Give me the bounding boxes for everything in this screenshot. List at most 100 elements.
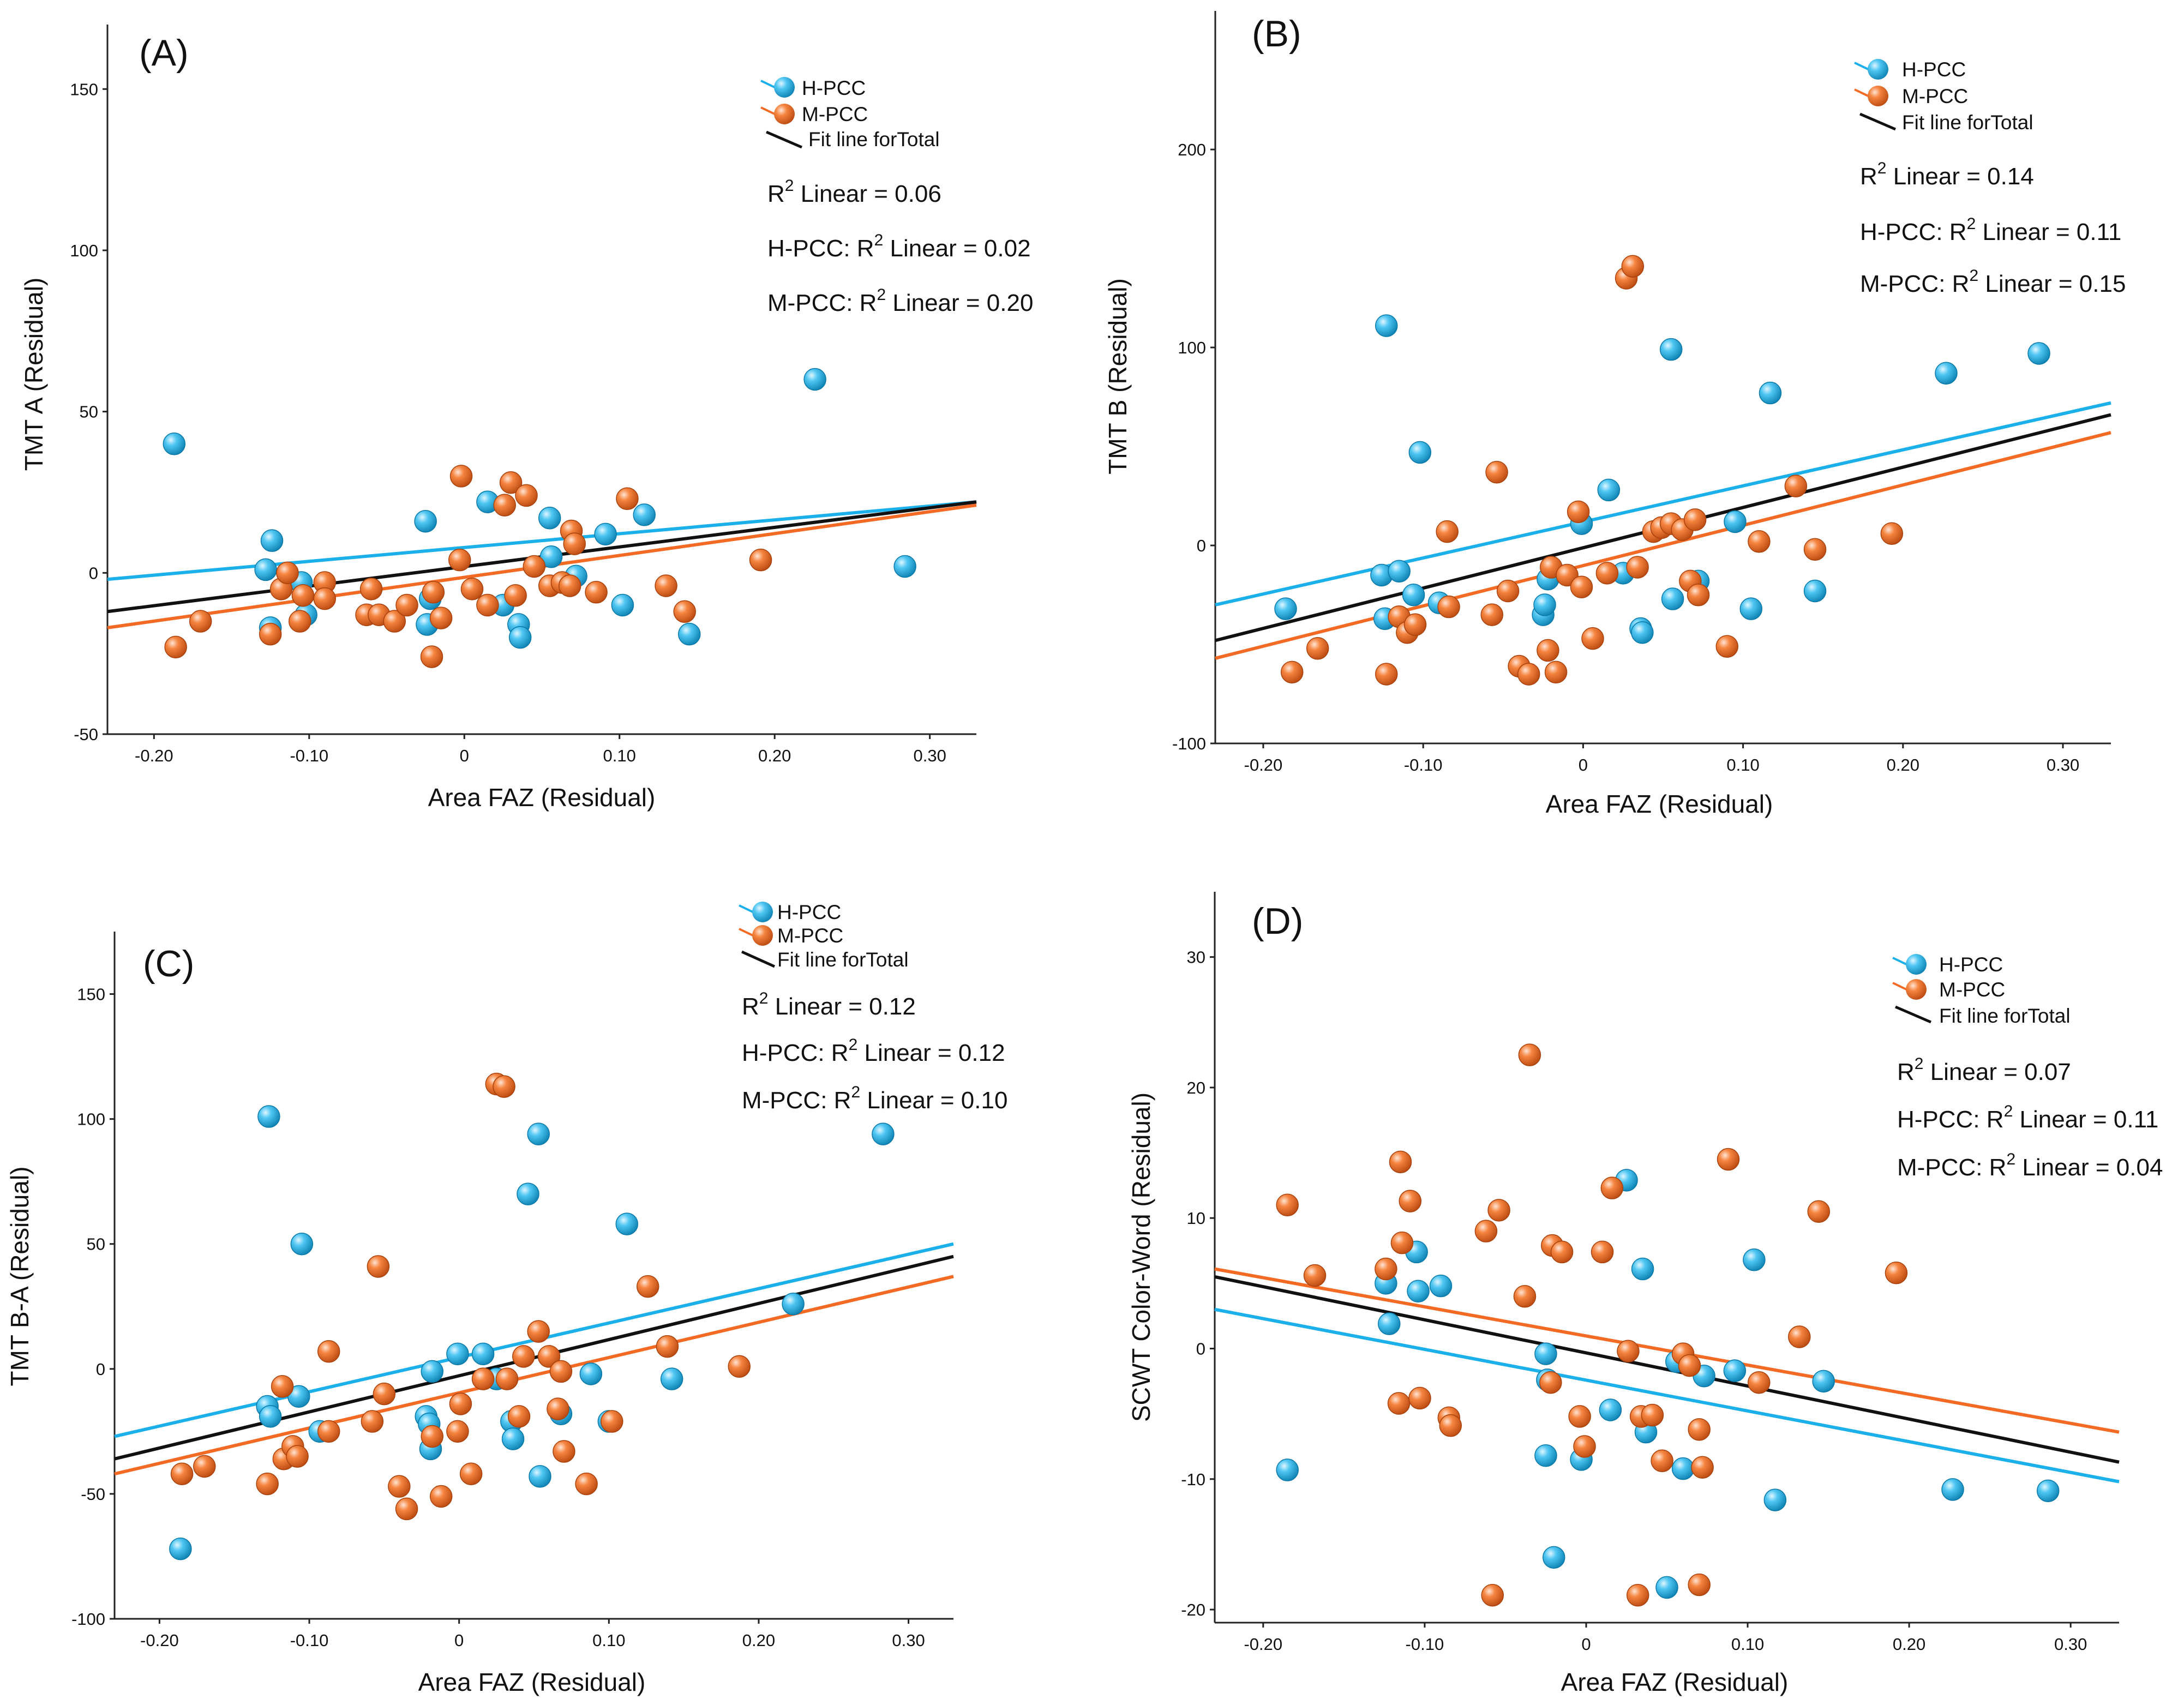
stat-r2-m-pcc: M-PCC: R2 Linear = 0.20 <box>767 286 1033 316</box>
point-h-pcc <box>1655 1576 1678 1599</box>
point-m-pcc <box>1537 639 1559 662</box>
fit-line-h-pcc <box>1215 401 2111 607</box>
point-m-pcc <box>601 1410 623 1433</box>
point-h-pcc <box>257 1105 280 1128</box>
point-m-pcc <box>616 487 639 511</box>
panel-label: (C) <box>143 943 194 984</box>
y-ticks: -100 0 100 200 <box>1172 140 1215 753</box>
x-tick-label: -0.10 <box>1404 755 1443 775</box>
point-m-pcc <box>1375 663 1398 686</box>
point-h-pcc <box>414 509 437 533</box>
stats-annotation: R2 Linear = 0.12 H-PCC: R2 Linear = 0.12… <box>742 989 1007 1114</box>
legend-m-pcc-label: M-PCC <box>802 103 868 125</box>
point-m-pcc <box>1573 1435 1596 1458</box>
x-tick-label: 0.10 <box>603 746 636 765</box>
point-m-pcc <box>189 610 212 633</box>
point-m-pcc <box>449 465 473 488</box>
y-axis-title: TMT B-A (Residual) <box>5 1166 34 1386</box>
stat-r2-h-pcc: H-PCC: R2 Linear = 0.11 <box>1897 1102 2158 1133</box>
point-m-pcc <box>1591 1240 1614 1264</box>
point-h-pcc <box>508 626 532 649</box>
legend-h-pcc-marker <box>1868 59 1888 80</box>
point-m-pcc <box>317 1340 340 1363</box>
x-tick-label: -0.10 <box>290 746 328 765</box>
point-m-pcc <box>395 593 418 617</box>
stats-annotation: R2 Linear = 0.06 H-PCC: R2 Linear = 0.02… <box>767 177 1033 316</box>
legend-h-pcc-marker <box>1906 954 1927 975</box>
x-tick-label: 0.20 <box>1893 1635 1925 1654</box>
point-m-pcc <box>1399 1190 1421 1212</box>
point-m-pcc <box>575 1472 598 1496</box>
data-points <box>1276 1043 2060 1607</box>
point-h-pcc <box>1375 314 1398 337</box>
point-h-pcc <box>1659 338 1683 361</box>
point-h-pcc <box>782 1292 805 1316</box>
point-m-pcc <box>515 484 538 507</box>
point-m-pcc <box>1436 520 1459 543</box>
x-tick-label: 0 <box>454 1631 464 1650</box>
point-m-pcc <box>1748 1371 1771 1394</box>
point-h-pcc <box>169 1537 192 1560</box>
x-tick-label: -0.20 <box>1244 755 1283 775</box>
point-m-pcc <box>1303 1264 1327 1287</box>
point-m-pcc <box>1276 1193 1299 1217</box>
x-ticks: -0.20 -0.10 0 0.10 0.20 0.30 <box>1244 1623 2087 1654</box>
point-h-pcc <box>1759 381 1782 405</box>
fit-line-m-pcc <box>114 1275 954 1476</box>
point-m-pcc <box>359 578 383 601</box>
point-h-pcc <box>633 503 656 526</box>
stat-r2-h-pcc: H-PCC: R2 Linear = 0.11 <box>1860 215 2121 245</box>
point-h-pcc <box>1534 1444 1557 1467</box>
point-m-pcc <box>367 1255 390 1278</box>
point-h-pcc <box>1599 1398 1622 1421</box>
stat-r2-m-pcc: M-PCC: R2 Linear = 0.10 <box>742 1083 1007 1114</box>
y-tick-label: 100 <box>1178 338 1206 357</box>
panel-a: -0.20 -0.10 0 0.10 0.20 0.30 -50 0 50 100 150 (A)… <box>20 25 1033 812</box>
point-m-pcc <box>1437 595 1460 619</box>
legend-m-pcc-marker <box>752 925 773 946</box>
point-m-pcc <box>507 1405 531 1428</box>
point-m-pcc <box>1626 556 1649 579</box>
point-h-pcc <box>1378 1312 1401 1335</box>
x-ticks: -0.20 -0.10 0 0.10 0.20 0.30 <box>140 1619 925 1650</box>
point-m-pcc <box>313 587 336 610</box>
point-m-pcc <box>1688 1573 1711 1596</box>
point-m-pcc <box>1748 530 1771 553</box>
stat-r2-m-pcc: M-PCC: R2 Linear = 0.04 <box>1897 1150 2163 1181</box>
y-tick-label: -20 <box>1181 1600 1205 1619</box>
x-tick-label: 0.10 <box>1731 1635 1764 1654</box>
stat-r2-m-pcc: M-PCC: R2 Linear = 0.15 <box>1860 267 2126 297</box>
point-h-pcc <box>660 1367 683 1390</box>
x-tick-label: 0 <box>1579 755 1588 775</box>
point-m-pcc <box>429 1485 453 1508</box>
point-h-pcc <box>163 433 186 455</box>
point-h-pcc <box>615 1212 639 1235</box>
point-h-pcc <box>1388 560 1411 583</box>
point-m-pcc <box>288 610 311 633</box>
x-ticks: -0.20 -0.10 0 0.10 0.20 0.30 <box>135 734 946 765</box>
y-tick-label: -50 <box>81 1485 105 1504</box>
point-m-pcc <box>1387 1392 1411 1415</box>
point-m-pcc <box>1678 1354 1701 1377</box>
point-m-pcc <box>422 581 445 604</box>
point-m-pcc <box>1550 1240 1574 1264</box>
point-m-pcc <box>460 578 484 601</box>
point-m-pcc <box>317 1420 340 1443</box>
legend-m-pcc-label: M-PCC <box>777 924 843 947</box>
point-m-pcc <box>537 1345 561 1368</box>
point-h-pcc <box>1724 510 1747 533</box>
point-m-pcc <box>276 561 299 585</box>
point-h-pcc <box>1739 597 1763 620</box>
legend-fit-line <box>1895 1005 1931 1024</box>
point-h-pcc <box>1763 1488 1787 1511</box>
legend-fit-label: Fit line forTotal <box>808 128 940 151</box>
point-m-pcc <box>1683 508 1707 531</box>
point-m-pcc <box>1485 460 1508 484</box>
x-tick-label: 0.10 <box>592 1631 625 1650</box>
legend: H-PCC M-PCC Fit line forTotal <box>760 77 940 151</box>
point-m-pcc <box>1626 1584 1649 1607</box>
legend-fit-line <box>741 950 776 968</box>
legend-fit-label: Fit line forTotal <box>1939 1005 2071 1027</box>
point-h-pcc <box>893 555 916 578</box>
x-tick-label: -0.10 <box>290 1631 329 1650</box>
